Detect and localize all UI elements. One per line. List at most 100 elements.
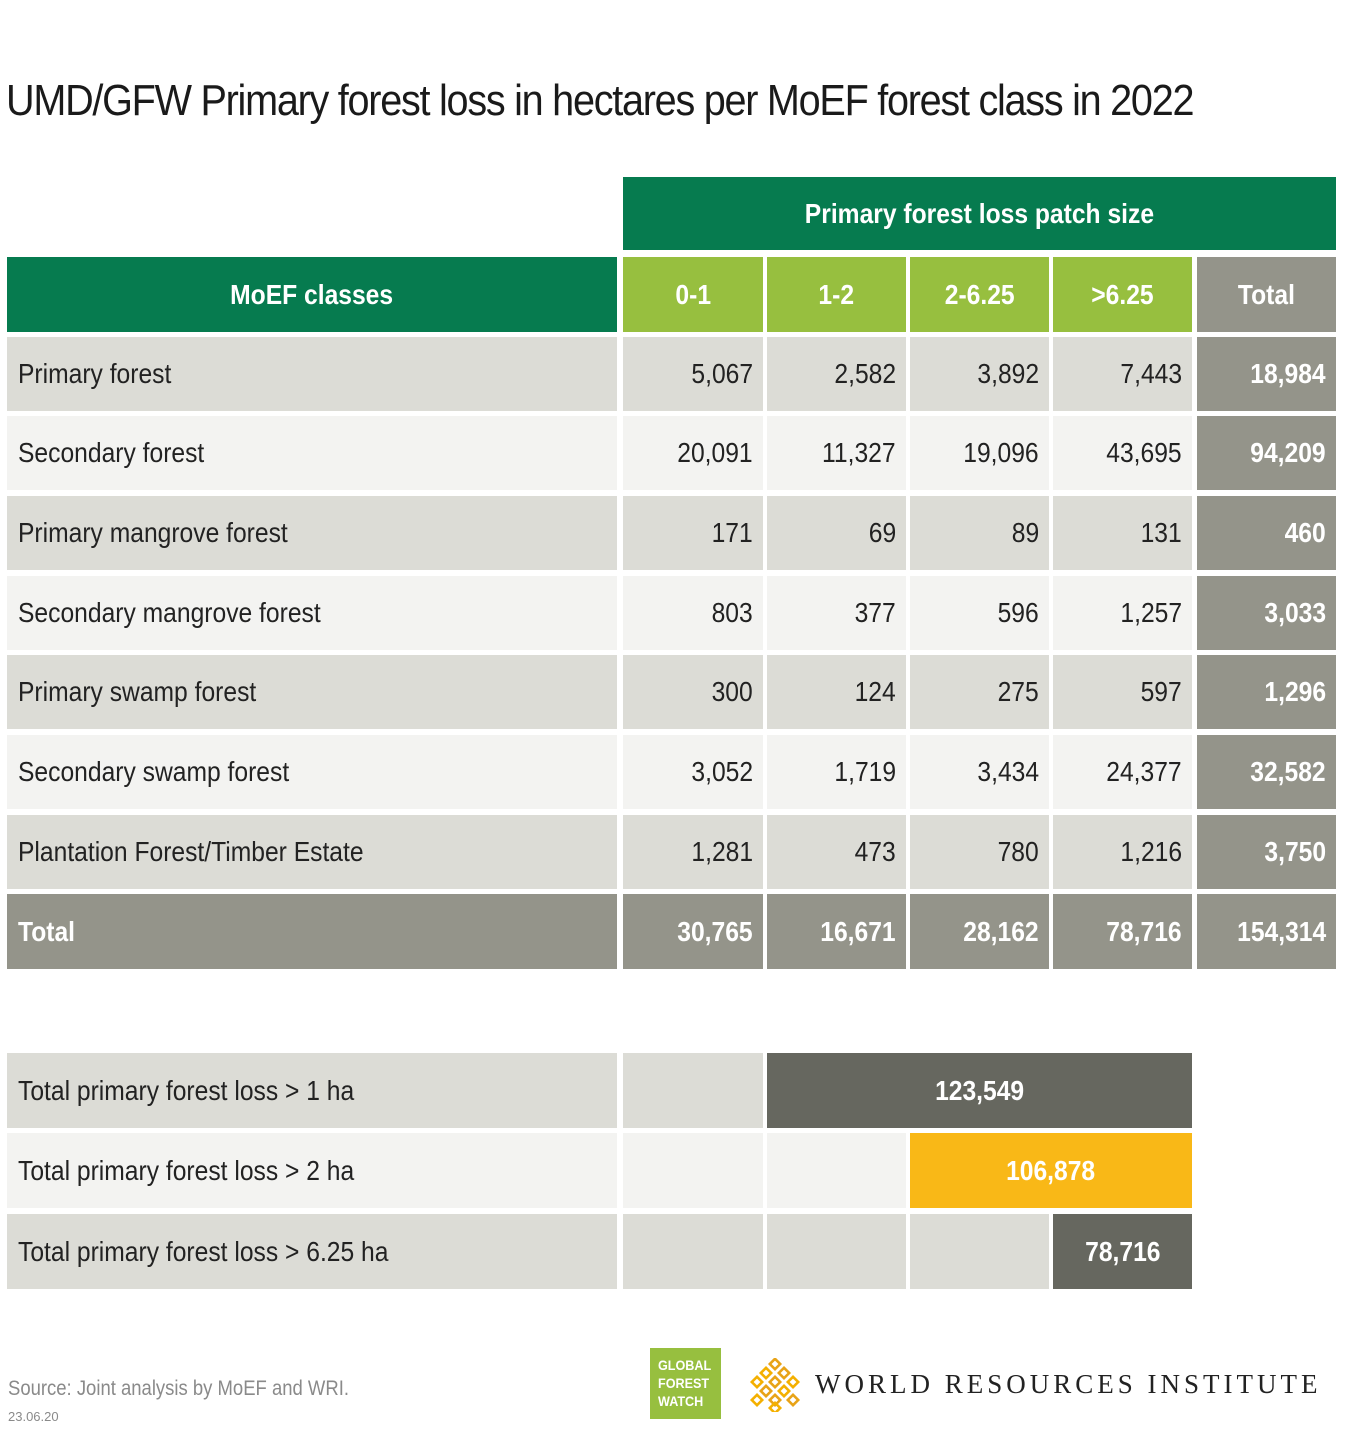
total-col-0-1: 30,765 xyxy=(623,894,763,969)
cell-col-1-2: 11,327 xyxy=(767,416,906,490)
summary-label-text: Total primary forest loss > 2 ha xyxy=(18,1154,355,1186)
cell-col-1-2-text: 69 xyxy=(868,517,896,548)
cell-row-total-text: 18,984 xyxy=(1250,358,1326,389)
summary-label: Total primary forest loss > 1 ha xyxy=(7,1053,617,1128)
cell-col-2-6-25-text: 3,434 xyxy=(977,756,1039,787)
cell-col-gt-6-25-text: 24,377 xyxy=(1106,756,1182,787)
summary-label: Total primary forest loss > 6.25 ha xyxy=(7,1214,617,1289)
cell-col-0-1-text: 300 xyxy=(711,676,753,707)
cell-col-gt-6-25: 7,443 xyxy=(1053,337,1192,411)
cell-col-0-1-text: 1,281 xyxy=(691,836,753,867)
cell-col-2-6-25-text: 19,096 xyxy=(963,437,1039,468)
cell-col-2-6-25: 3,434 xyxy=(910,735,1049,809)
cell-col-2-6-25-text: 275 xyxy=(997,676,1039,707)
cell-col-gt-6-25: 24,377 xyxy=(1053,735,1192,809)
cell-row-total: 3,750 xyxy=(1197,815,1336,889)
grand-total-text: 154,314 xyxy=(1236,915,1326,947)
cell-col-2-6-25: 89 xyxy=(910,496,1049,570)
total-col-gt-6-25-text: 78,716 xyxy=(1106,915,1182,947)
cell-col-2-6-25-text: 596 xyxy=(997,597,1039,628)
gfw-logo-line-1: GLOBAL xyxy=(658,1357,712,1373)
cell-row-total-text: 94,209 xyxy=(1250,437,1326,468)
wri-logo-diamond xyxy=(767,1392,783,1408)
wri-logo-diamond xyxy=(785,1392,801,1408)
header-col-2-6-25-text: 2-6.25 xyxy=(944,278,1015,310)
cell-col-1-2-text: 1,719 xyxy=(834,756,896,787)
global-forest-watch-logo: GLOBAL FOREST WATCH xyxy=(650,1348,721,1419)
cell-row-total-text: 32,582 xyxy=(1250,756,1326,787)
header-col-gt-6-25: >6.25 xyxy=(1053,257,1192,332)
total-row-label-text: Total xyxy=(18,915,76,947)
row-label: Secondary mangrove forest xyxy=(7,576,617,650)
wri-logo-icon xyxy=(749,1358,801,1412)
cell-row-total: 3,033 xyxy=(1197,576,1336,650)
cell-col-0-1: 5,067 xyxy=(623,337,763,411)
cell-col-2-6-25: 19,096 xyxy=(910,416,1049,490)
cell-col-gt-6-25-text: 1,257 xyxy=(1120,597,1182,628)
summary-empty-cell xyxy=(623,1053,763,1128)
cell-col-2-6-25: 596 xyxy=(910,576,1049,650)
cell-col-gt-6-25: 131 xyxy=(1053,496,1192,570)
cell-col-1-2: 473 xyxy=(767,815,906,889)
row-label-text: Primary swamp forest xyxy=(18,676,257,707)
cell-col-gt-6-25-text: 7,443 xyxy=(1120,358,1182,389)
wri-logo-text: WORLD RESOURCES INSTITUTE xyxy=(815,1369,1322,1399)
gfw-logo-line-3: WATCH xyxy=(658,1393,704,1409)
summary-value-bar: 123,549 xyxy=(767,1053,1192,1128)
cell-col-2-6-25: 780 xyxy=(910,815,1049,889)
header-col-0-1-text: 0-1 xyxy=(675,278,711,310)
summary-empty-cell xyxy=(767,1133,906,1208)
summary-value-bar-text: 78,716 xyxy=(1084,1235,1161,1267)
row-label: Primary swamp forest xyxy=(7,655,617,729)
summary-empty-cell xyxy=(767,1214,906,1289)
cell-col-2-6-25: 275 xyxy=(910,655,1049,729)
grand-total: 154,314 xyxy=(1197,894,1336,969)
cell-row-total-text: 3,750 xyxy=(1264,836,1326,867)
cell-col-1-2-text: 2,582 xyxy=(834,358,896,389)
cell-col-0-1: 1,281 xyxy=(623,815,763,889)
row-label-text: Plantation Forest/Timber Estate xyxy=(18,836,364,867)
cell-col-gt-6-25: 43,695 xyxy=(1053,416,1192,490)
total-col-gt-6-25: 78,716 xyxy=(1053,894,1192,969)
moef-classes-header-text: MoEF classes xyxy=(230,278,394,310)
cell-col-2-6-25: 3,892 xyxy=(910,337,1049,411)
cell-row-total: 18,984 xyxy=(1197,337,1336,411)
cell-col-0-1: 300 xyxy=(623,655,763,729)
wri-logo-diamond xyxy=(776,1365,792,1381)
cell-col-gt-6-25: 1,257 xyxy=(1053,576,1192,650)
row-label-text: Primary mangrove forest xyxy=(18,517,288,548)
cell-row-total: 1,296 xyxy=(1197,655,1336,729)
patch-size-group-header: Primary forest loss patch size xyxy=(623,177,1336,250)
wri-logo-diamond xyxy=(749,1374,765,1390)
cell-col-0-1-text: 5,067 xyxy=(691,358,753,389)
header-col-total: Total xyxy=(1197,257,1336,332)
chart-title: UMD/GFW Primary forest loss in hectares … xyxy=(6,76,1194,125)
cell-col-2-6-25-text: 89 xyxy=(1011,517,1039,548)
cell-col-gt-6-25-text: 43,695 xyxy=(1106,437,1182,468)
row-label: Primary forest xyxy=(7,337,617,411)
wri-logo-diamond xyxy=(749,1392,765,1408)
source-note: Source: Joint analysis by MoEF and WRI. xyxy=(8,1377,349,1400)
wri-logo-diamond xyxy=(767,1400,783,1412)
total-col-1-2: 16,671 xyxy=(767,894,906,969)
cell-col-1-2: 377 xyxy=(767,576,906,650)
summary-value-bar: 78,716 xyxy=(1053,1214,1192,1289)
total-col-2-6-25: 28,162 xyxy=(910,894,1049,969)
row-label-text: Secondary mangrove forest xyxy=(18,597,321,628)
cell-col-2-6-25-text: 3,892 xyxy=(977,358,1039,389)
cell-col-1-2: 124 xyxy=(767,655,906,729)
cell-col-1-2: 69 xyxy=(767,496,906,570)
cell-row-total-text: 1,296 xyxy=(1264,676,1326,707)
cell-col-0-1: 171 xyxy=(623,496,763,570)
row-label-text: Secondary swamp forest xyxy=(18,756,290,787)
header-col-2-6-25: 2-6.25 xyxy=(910,257,1049,332)
cell-col-gt-6-25-text: 1,216 xyxy=(1120,836,1182,867)
row-label: Plantation Forest/Timber Estate xyxy=(7,815,617,889)
patch-size-group-header-text: Primary forest loss patch size xyxy=(804,197,1155,229)
cell-row-total: 32,582 xyxy=(1197,735,1336,809)
cell-row-total: 460 xyxy=(1197,496,1336,570)
header-col-total-text: Total xyxy=(1237,278,1296,310)
cell-col-0-1: 20,091 xyxy=(623,416,763,490)
cell-col-1-2-text: 377 xyxy=(854,597,896,628)
summary-empty-cell xyxy=(623,1214,763,1289)
